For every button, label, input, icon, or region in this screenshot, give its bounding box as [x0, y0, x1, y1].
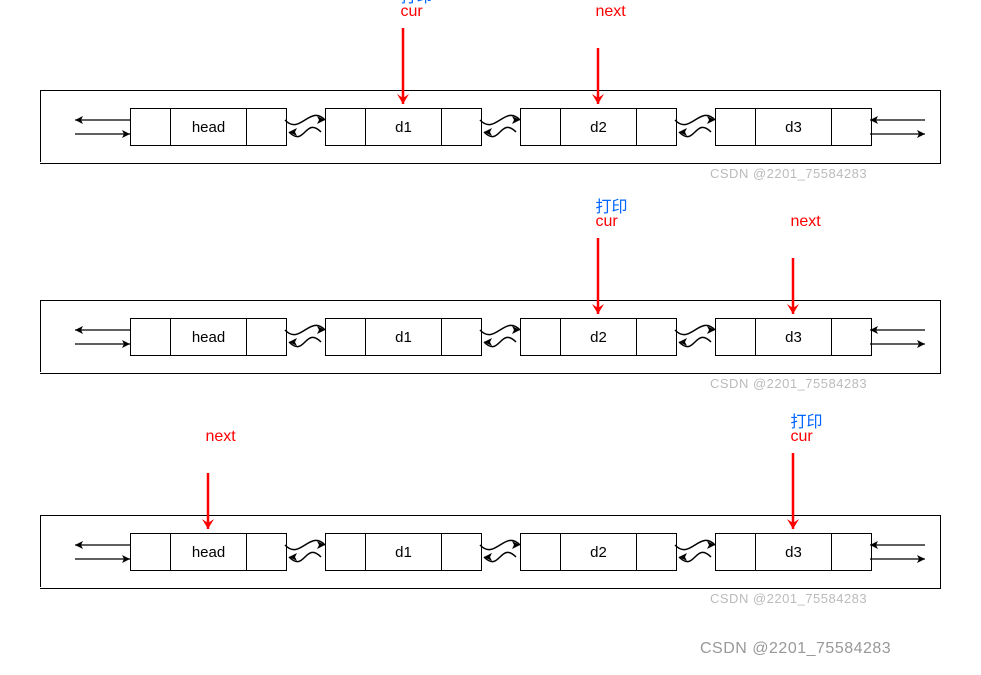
- watermark: CSDN @2201_75584283: [710, 166, 867, 181]
- cur-label: cur: [791, 428, 813, 446]
- cur-label: cur: [596, 213, 618, 231]
- diagram-panel-2: headd1d2d3打印curnextCSDN @2201_75584283: [30, 425, 950, 625]
- cur-label: cur: [401, 3, 423, 21]
- diagram-panel-1: headd1d2d3打印curnextCSDN @2201_75584283: [30, 210, 950, 410]
- pointer-arrow: [773, 453, 813, 549]
- pointer-arrow: [578, 48, 618, 124]
- watermark: CSDN @2201_75584283: [710, 591, 867, 606]
- pointer-arrow: [773, 258, 813, 334]
- watermark: CSDN @2201_75584283: [710, 376, 867, 391]
- pointer-arrow: [578, 238, 618, 334]
- pointer-arrow: [383, 28, 423, 124]
- pointer-arrow: [188, 473, 228, 549]
- next-label: next: [206, 428, 236, 446]
- diagram-panel-0: headd1d2d3打印curnextCSDN @2201_75584283: [30, 0, 950, 200]
- watermark-main: CSDN @2201_75584283: [700, 640, 891, 658]
- next-label: next: [596, 3, 626, 21]
- next-label: next: [791, 213, 821, 231]
